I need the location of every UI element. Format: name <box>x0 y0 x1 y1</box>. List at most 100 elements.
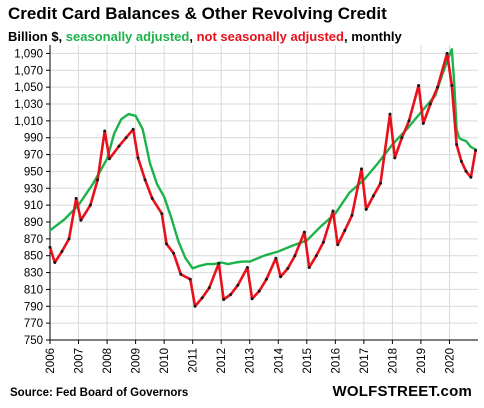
data-point <box>188 277 192 281</box>
data-point <box>79 218 83 222</box>
data-point <box>379 181 382 185</box>
y-tick-label: 790 <box>24 301 43 313</box>
data-point <box>459 159 463 163</box>
data-point <box>364 207 368 211</box>
data-point <box>124 136 128 140</box>
y-tick-label: 970 <box>24 150 43 162</box>
data-point <box>236 283 240 287</box>
data-point <box>371 194 375 198</box>
chart-subtitle: Billion $, seasonally adjusted, not seas… <box>8 29 402 44</box>
data-point <box>464 169 468 173</box>
x-tick-label: 2009 <box>131 348 143 374</box>
data-point <box>286 266 290 270</box>
data-point <box>131 127 135 131</box>
x-tick-label: 2014 <box>273 347 285 373</box>
y-tick-label: 910 <box>24 200 43 212</box>
data-point <box>160 212 164 216</box>
data-point <box>279 275 283 279</box>
data-point <box>103 129 107 133</box>
data-point <box>150 196 154 200</box>
x-tick-label: 2015 <box>302 348 314 374</box>
data-point <box>421 121 425 125</box>
data-point <box>222 298 226 301</box>
data-point <box>229 293 233 296</box>
subtitle-segment: seasonally adjusted <box>65 29 190 44</box>
x-tick-label: 2010 <box>159 348 171 374</box>
subtitle-segment: , monthly <box>343 29 402 44</box>
data-point <box>274 256 278 260</box>
data-point <box>107 157 111 161</box>
x-axis: 2006 2007 2008 2009 2010 2011 2012 2013 2014 2015… <box>45 339 478 374</box>
y-tick-label: 1,070 <box>14 65 43 77</box>
y-tick-label: 810 <box>24 284 43 296</box>
data-point <box>48 245 52 249</box>
data-point <box>360 167 363 171</box>
data-point <box>179 272 183 276</box>
x-tick-label: 2013 <box>245 348 257 374</box>
data-point <box>88 203 92 207</box>
data-point <box>331 209 335 213</box>
x-tick-label: 2007 <box>74 348 86 374</box>
data-point <box>200 296 204 300</box>
grid-lines <box>49 45 478 341</box>
data-point <box>388 112 392 116</box>
y-tick-label: 890 <box>24 217 43 229</box>
data-point <box>136 156 140 160</box>
brand-watermark: WOLFSTREET.com <box>332 383 472 400</box>
data-point <box>165 242 168 246</box>
subtitle-segment: , <box>189 29 197 44</box>
subtitle-segment: Billion $, <box>8 29 66 44</box>
data-point <box>74 196 78 200</box>
series-line-seasonally-adjusted <box>48 48 477 270</box>
data-point <box>314 254 318 258</box>
y-tick-label: 950 <box>24 166 43 178</box>
data-point <box>143 178 147 182</box>
series-group <box>48 48 478 308</box>
data-point <box>257 289 261 293</box>
data-point <box>117 144 121 148</box>
data-point <box>193 304 197 308</box>
series-line-not-seasonally-adjusted <box>48 52 477 308</box>
subtitle-segment: not seasonally adjusted <box>196 29 344 44</box>
y-tick-label: 750 <box>24 335 43 347</box>
data-point <box>207 286 211 290</box>
data-point <box>393 156 397 160</box>
source-note: Source: Fed Board of Governors <box>10 387 189 399</box>
data-point <box>217 261 221 265</box>
data-point <box>417 84 421 87</box>
data-point <box>428 102 432 106</box>
y-tick-label: 850 <box>24 251 43 263</box>
y-tick-label: 1,030 <box>14 99 43 111</box>
data-point <box>293 254 297 258</box>
data-point <box>336 243 340 247</box>
data-point <box>321 240 325 244</box>
y-tick-label: 870 <box>24 234 43 246</box>
y-tick-label: 770 <box>24 318 43 330</box>
data-point <box>307 266 311 269</box>
data-point <box>264 277 268 281</box>
data-point <box>474 148 478 152</box>
x-tick-label: 2017 <box>359 348 371 374</box>
x-tick-label: 2020 <box>444 348 456 374</box>
x-tick-label: 2016 <box>330 348 342 374</box>
x-tick-label: 2019 <box>416 348 428 374</box>
data-point <box>450 84 454 87</box>
data-point <box>436 85 440 89</box>
x-tick-label: 2011 <box>188 348 200 373</box>
data-point <box>445 51 449 55</box>
y-tick-label: 1,050 <box>14 82 43 94</box>
data-point <box>53 261 57 264</box>
data-point <box>407 119 411 123</box>
x-tick-label: 2018 <box>387 348 399 374</box>
data-point <box>455 143 459 146</box>
data-point <box>67 237 71 241</box>
data-point <box>343 228 347 232</box>
y-tick-label: 830 <box>24 268 43 280</box>
data-point <box>172 251 176 255</box>
x-tick-label: 2006 <box>45 348 57 374</box>
chart-title: Credit Card Balances & Other Revolving C… <box>8 4 387 23</box>
data-point <box>469 175 473 179</box>
data-point <box>350 213 354 217</box>
data-point <box>400 136 404 140</box>
